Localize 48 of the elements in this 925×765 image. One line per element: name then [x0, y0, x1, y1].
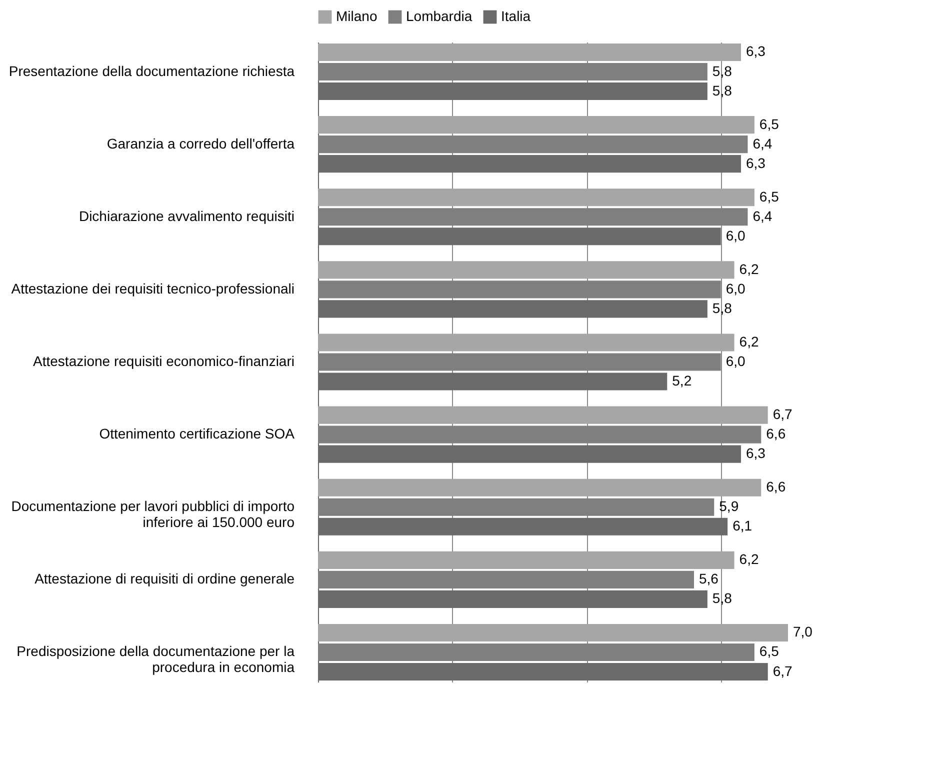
- data-label: 6,4: [752, 135, 772, 152]
- y-tick-label: Attestazione requisiti economico-finanziari: [33, 353, 294, 369]
- y-tick-label: Dichiarazione avvalimento requisiti: [78, 208, 294, 224]
- data-label: 5,8: [712, 62, 732, 79]
- data-label: 5,8: [712, 82, 732, 98]
- bar: [318, 261, 734, 279]
- data-label: 6,2: [739, 551, 759, 568]
- data-label: 6,4: [752, 208, 772, 224]
- data-label: 6,2: [739, 333, 759, 350]
- y-tick-label: Attestazione dei requisiti tecnico-professionali: [11, 280, 294, 296]
- data-label: 5,8: [712, 590, 732, 606]
- legend-label: Lombardia: [406, 8, 472, 24]
- bar: [318, 551, 734, 569]
- data-label: 6,5: [759, 188, 780, 204]
- y-tick-label: Ottenimento certificazione SOA: [99, 426, 296, 442]
- legend-label: Italia: [501, 8, 531, 24]
- data-label: 5,6: [699, 570, 719, 587]
- data-label: 7,0: [793, 624, 813, 640]
- data-label: 6,1: [732, 518, 752, 534]
- data-label: 6,3: [746, 445, 766, 462]
- bar: [318, 406, 768, 424]
- data-label: 5,2: [672, 372, 692, 389]
- data-label: 6,0: [726, 280, 746, 296]
- data-label: 5,8: [712, 300, 732, 316]
- data-label: 6,5: [759, 116, 780, 132]
- y-tick-label: Attestazione di requisiti di ordine generale: [34, 570, 295, 587]
- y-tick-label: Presentazione della documentazione richiesta: [8, 62, 295, 79]
- bar: [318, 43, 741, 62]
- bar: [318, 116, 754, 134]
- legend-label: Milano: [336, 8, 378, 24]
- y-tick-label: Documentazione per lavori pubblici di importo inferiore ai 150.000 euro: [11, 498, 295, 530]
- data-label: 6,3: [746, 43, 766, 60]
- data-label: 6,0: [726, 353, 746, 369]
- data-label: 6,5: [759, 643, 780, 660]
- data-label: 6,7: [772, 406, 793, 422]
- bar: [318, 188, 754, 206]
- data-label: 6,7: [772, 662, 793, 679]
- data-label: 6,2: [739, 260, 759, 277]
- y-tick-label: Predisposizione della documentazione per la procedura in economia: [16, 643, 295, 676]
- data-label: 6,6: [766, 478, 786, 495]
- data-label: 6,0: [726, 227, 746, 244]
- bar: [318, 478, 762, 496]
- data-label: 5,9: [719, 498, 739, 514]
- data-label: 6,6: [766, 426, 786, 442]
- y-tick-label: Garanzia a corredo dell'offerta: [106, 135, 295, 152]
- bar: [318, 334, 734, 352]
- data-label: 6,3: [746, 154, 766, 171]
- bar: [318, 624, 788, 642]
